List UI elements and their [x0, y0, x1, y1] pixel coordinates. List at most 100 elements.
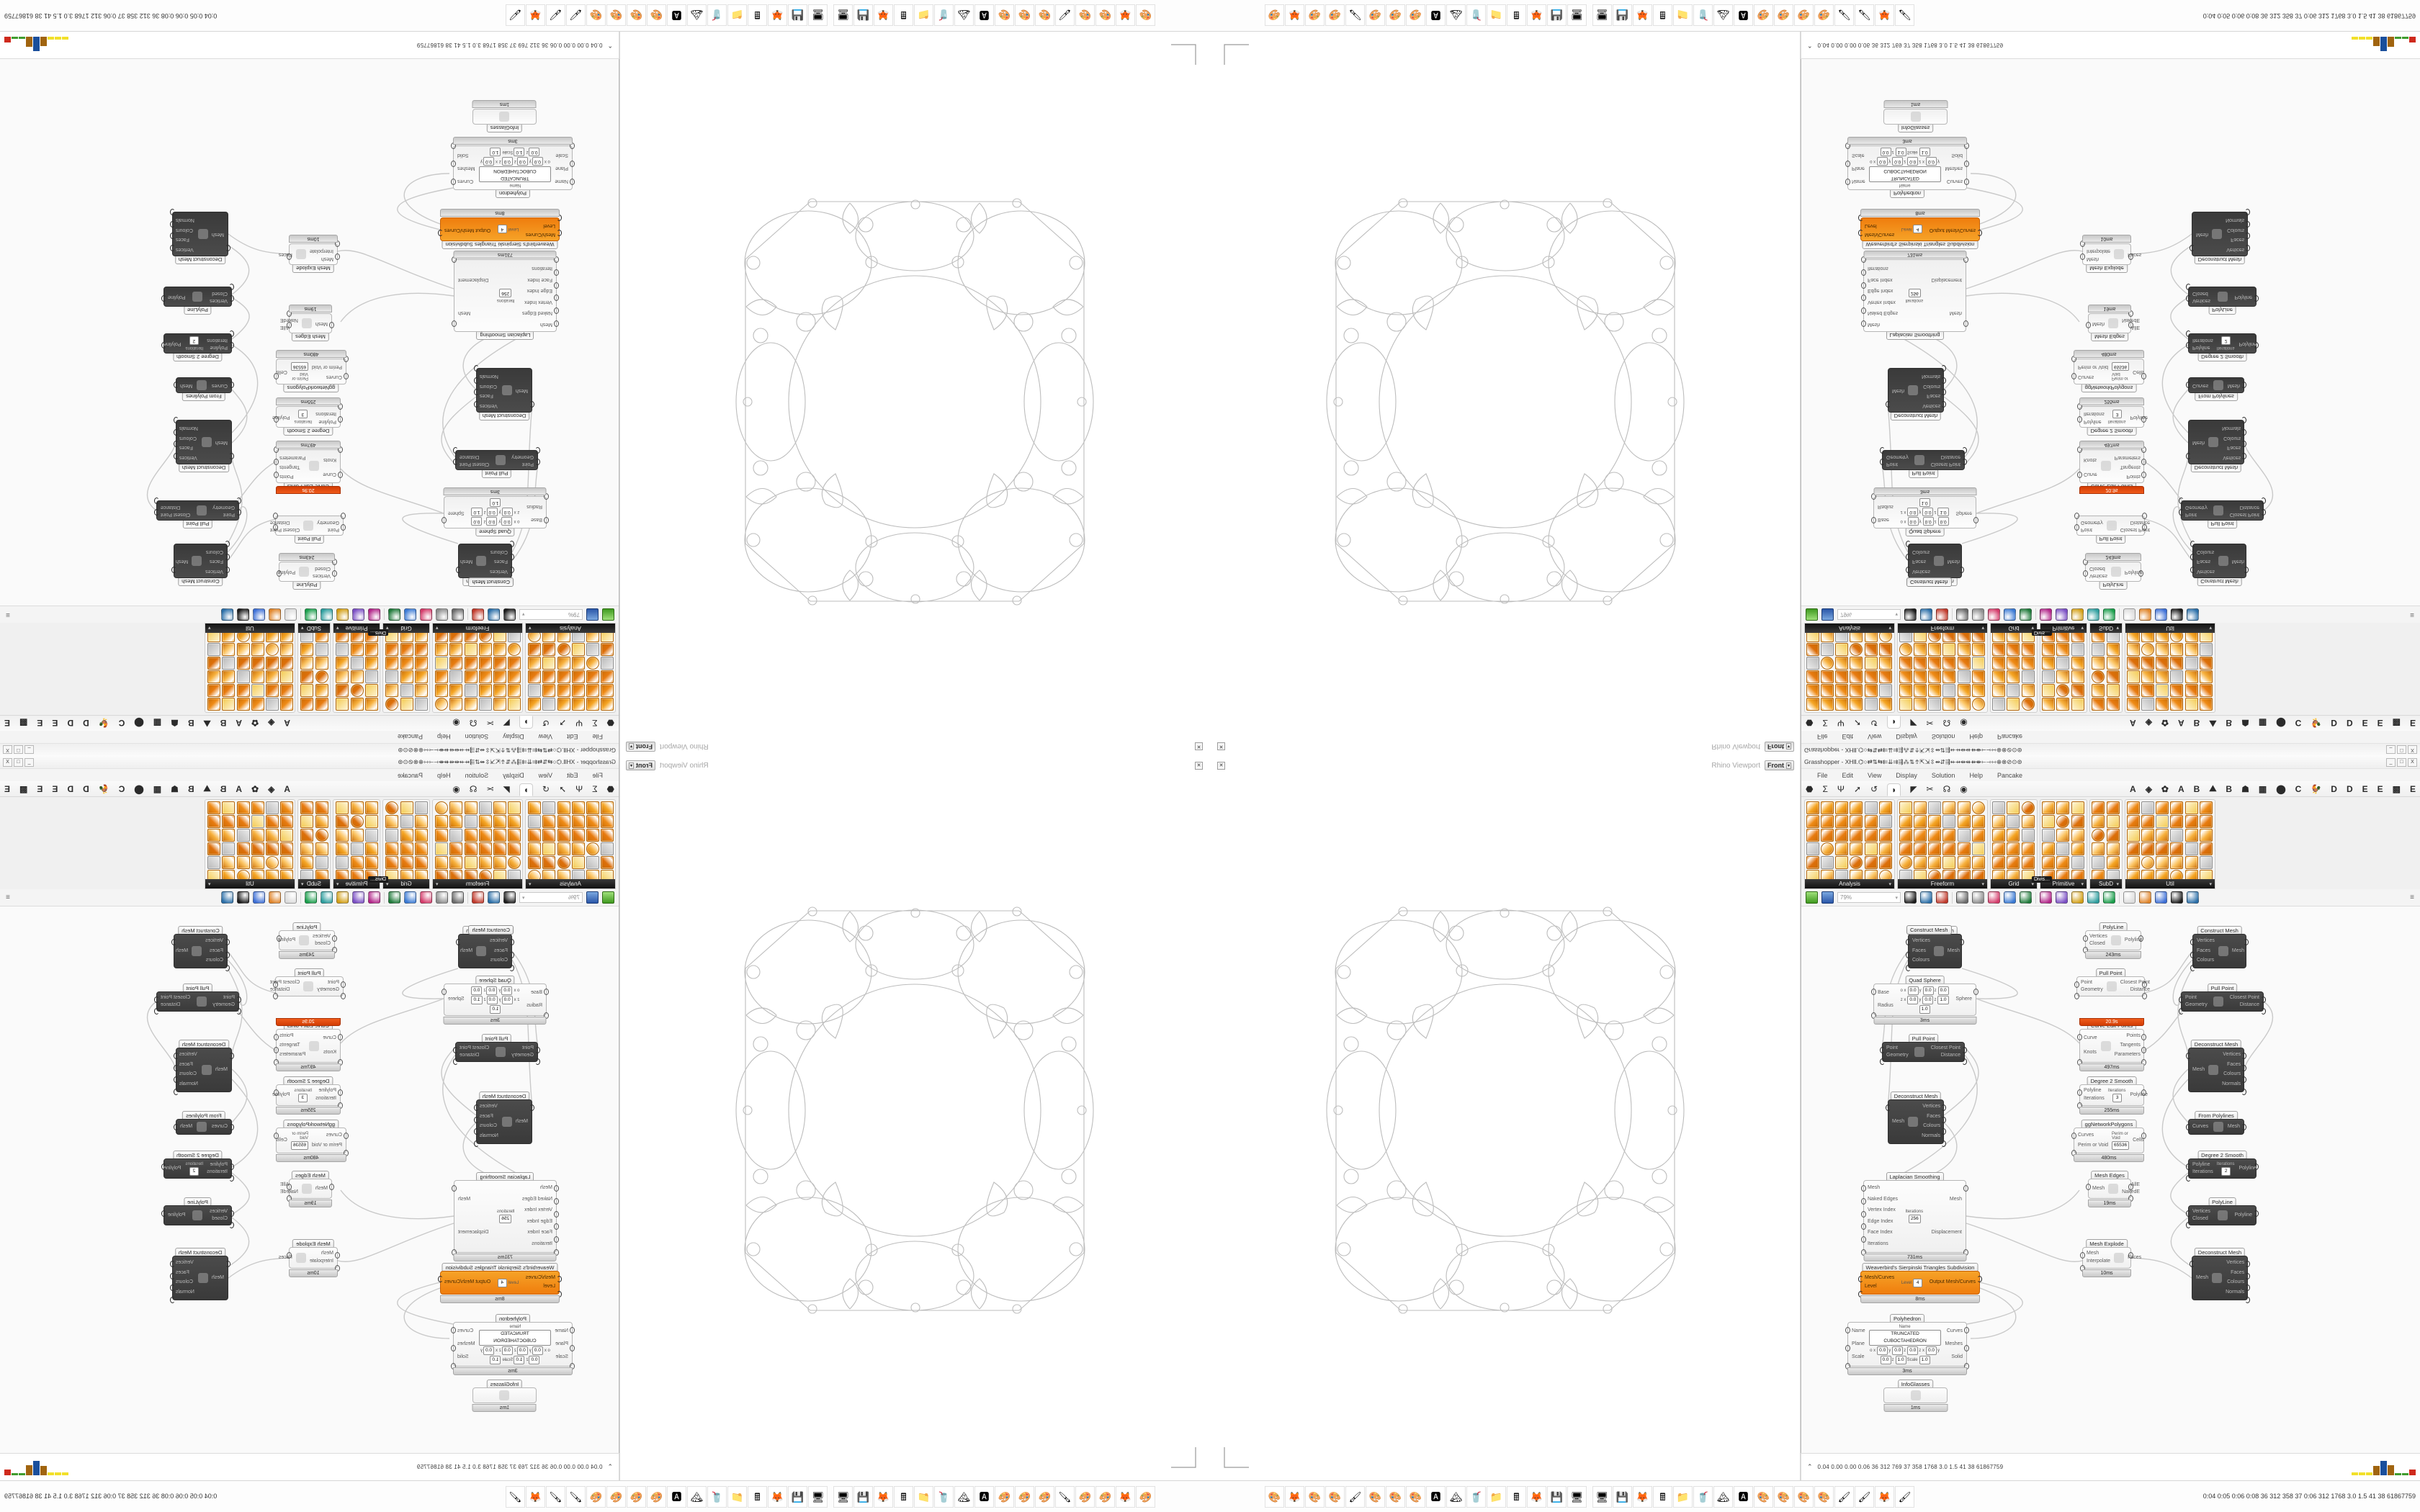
- field-value[interactable]: 256: [499, 1215, 512, 1223]
- component-icon[interactable]: [207, 684, 221, 697]
- input-pin[interactable]: [554, 320, 559, 327]
- component-icon-grid[interactable]: [205, 800, 295, 879]
- component-icon[interactable]: [1806, 842, 1819, 855]
- output-pin[interactable]: [171, 939, 176, 945]
- input-pin-label[interactable]: Mesh: [315, 321, 328, 327]
- component-icon[interactable]: [2184, 829, 2198, 842]
- input-pin-label[interactable]: Radius: [526, 1003, 542, 1009]
- component-icon[interactable]: [1835, 657, 1849, 670]
- gh-node-deconstruct-mesh-b[interactable]: Deconstruct Mesh Mesh Vertices Faces Colours…: [174, 417, 234, 472]
- plugin-b-tab[interactable]: B: [220, 718, 227, 729]
- component-icon[interactable]: [542, 633, 556, 642]
- input-pin[interactable]: [2190, 567, 2195, 573]
- component-icon[interactable]: [336, 842, 349, 855]
- output-pin-label[interactable]: Solid: [1951, 153, 1963, 158]
- component-icon-grid[interactable]: [526, 800, 615, 879]
- output-pin-label[interactable]: Points: [2126, 473, 2141, 479]
- output-pin[interactable]: [2261, 498, 2266, 504]
- taskbar-firefox-icon[interactable]: 🦊: [768, 1485, 787, 1508]
- input-pin[interactable]: [509, 952, 514, 958]
- component-icon[interactable]: [2170, 870, 2184, 879]
- input-pin-label[interactable]: Geometry: [1886, 1052, 1909, 1058]
- gh-node-curve-edit-points[interactable]: Curve Edit PointsCurveKnotsPointsTangent…: [2077, 1018, 2146, 1071]
- field-value[interactable]: 3: [2112, 410, 2123, 419]
- panel-tab-util[interactable]: Util ▾: [205, 624, 295, 633]
- component-icon[interactable]: [1806, 870, 1819, 879]
- component-icon[interactable]: [236, 684, 250, 697]
- component-icon[interactable]: [2071, 698, 2084, 711]
- output-pin-label[interactable]: Faces: [175, 237, 189, 243]
- chevron-down-icon[interactable]: ▾: [629, 743, 635, 750]
- sphere-white-icon[interactable]: [253, 891, 265, 904]
- menu-item-view[interactable]: View: [538, 771, 552, 779]
- input-pin-label[interactable]: Mesh: [1892, 388, 1905, 394]
- component-panel-analysis[interactable]: Analysis ▾: [1804, 623, 1895, 713]
- component-icon[interactable]: [1878, 657, 1892, 670]
- component-icon[interactable]: [2199, 829, 2213, 842]
- taskbar-red-app-icon[interactable]: 🅰: [1426, 1485, 1446, 1508]
- gh-node-polyhedron[interactable]: Polyhedron Name Plane Scale Name TRUNCATED CU…: [451, 137, 575, 198]
- node-parameter-fields[interactable]: Perim or Void 65536: [290, 362, 308, 381]
- component-icon[interactable]: [1957, 801, 1971, 814]
- component-icon[interactable]: [464, 643, 478, 656]
- input-pin[interactable]: [229, 453, 234, 459]
- output-pin-label[interactable]: Mesh: [180, 1123, 193, 1129]
- component-icon[interactable]: [493, 856, 506, 869]
- input-pin[interactable]: [229, 1175, 234, 1182]
- input-pin[interactable]: [225, 541, 230, 547]
- component-icon[interactable]: [1821, 856, 1834, 869]
- input-pin[interactable]: [2179, 509, 2184, 516]
- input-pin-label[interactable]: Iterations: [315, 1096, 336, 1102]
- input-pin-label[interactable]: Polyline: [2084, 418, 2102, 424]
- component-panel-grid[interactable]: Grid ▾: [382, 623, 430, 713]
- component-icon[interactable]: [2199, 801, 2213, 814]
- output-pin-label[interactable]: Mesh: [1949, 1196, 1962, 1202]
- node-parameter-fields[interactable]: Iterations 256: [1901, 289, 1928, 302]
- input-pin[interactable]: [1845, 1345, 1850, 1351]
- component-icon-grid[interactable]: [433, 800, 522, 879]
- rhino-viewport-pane[interactable]: ✕: [619, 32, 1210, 756]
- component-icon[interactable]: [2199, 870, 2213, 879]
- menu-item-edit[interactable]: Edit: [1842, 733, 1854, 741]
- component-icon[interactable]: [1942, 856, 1956, 869]
- sphere-green-icon[interactable]: [2139, 891, 2151, 904]
- input-pin-label[interactable]: Closed: [2192, 291, 2208, 297]
- output-pin[interactable]: [474, 401, 479, 408]
- component-icon[interactable]: [508, 801, 521, 814]
- component-icon[interactable]: [1957, 842, 1971, 855]
- input-pin[interactable]: [2190, 554, 2195, 560]
- component-icon[interactable]: [2141, 633, 2155, 642]
- taskbar-palette-icon[interactable]: 🎨: [995, 1485, 1014, 1508]
- component-icon[interactable]: [557, 684, 570, 697]
- sphere-blue-icon[interactable]: [221, 608, 233, 621]
- component-icon[interactable]: [336, 801, 349, 814]
- node-body[interactable]: Curves Perim or Void Perim or Void 65536 Cel…: [2071, 356, 2146, 384]
- taskbar-folder-icon[interactable]: 📁: [727, 4, 747, 27]
- chevron-down-icon[interactable]: ▾: [2031, 881, 2034, 887]
- surface-tab[interactable]: ◗: [519, 783, 533, 796]
- component-icon[interactable]: [493, 633, 506, 642]
- taskbar-calc-icon[interactable]: 🖩: [894, 4, 913, 27]
- component-icon[interactable]: [2007, 801, 2020, 814]
- component-icon[interactable]: [2007, 829, 2020, 842]
- component-icon[interactable]: [1942, 829, 1956, 842]
- title-bar[interactable]: Grasshopper - XHⅡ.⌬○⇄⇅⇆⇇⇊⇉⇶⁂⇅⇮⇱⇲⇳⇴⇵⇶⇷⇸⇹⇺…: [1801, 743, 2420, 756]
- component-icon[interactable]: [1928, 670, 1942, 683]
- input-pin[interactable]: [1880, 459, 1885, 465]
- component-icon[interactable]: [222, 801, 236, 814]
- output-pin[interactable]: [451, 179, 456, 185]
- taskbar-red-soda-icon[interactable]: 🥤: [1466, 1485, 1486, 1508]
- component-icon[interactable]: [493, 815, 506, 828]
- taskbar-brush-icon[interactable]: 🖌: [1895, 4, 1914, 27]
- output-pin-label[interactable]: Faces: [479, 393, 493, 399]
- component-icon[interactable]: [2007, 815, 2020, 828]
- component-icon[interactable]: [528, 801, 542, 814]
- plugin-d2-tab[interactable]: D: [67, 783, 74, 794]
- component-icon[interactable]: [1914, 856, 1927, 869]
- component-icon[interactable]: [2021, 842, 2035, 855]
- input-pin-label[interactable]: Curves: [326, 374, 342, 380]
- output-pin[interactable]: [1977, 230, 1982, 236]
- component-icon[interactable]: [350, 815, 364, 828]
- input-pin-label[interactable]: Geometry: [2185, 1002, 2208, 1007]
- input-pin[interactable]: [509, 541, 514, 547]
